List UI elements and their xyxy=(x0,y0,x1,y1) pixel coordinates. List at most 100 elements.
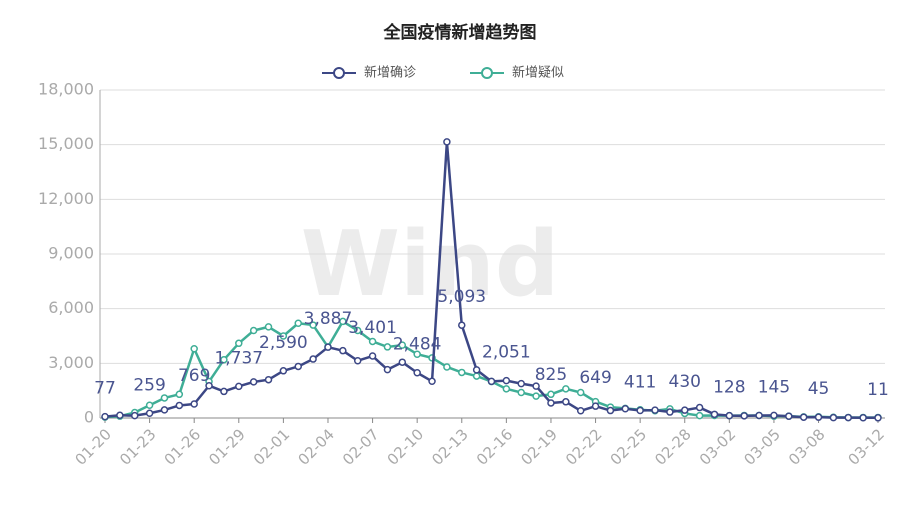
data-point xyxy=(220,355,228,364)
data-point xyxy=(770,411,778,420)
data-point xyxy=(339,317,347,326)
data-point xyxy=(294,362,302,371)
data-point xyxy=(160,394,169,402)
data-point xyxy=(562,398,570,406)
data-label: 2,590 xyxy=(259,333,308,353)
data-point xyxy=(606,406,615,415)
data-point xyxy=(309,355,317,363)
data-point xyxy=(145,401,154,409)
data-label: 145 xyxy=(758,377,790,397)
data-point xyxy=(666,408,674,416)
data-label: 3,401 xyxy=(348,318,397,338)
data-point xyxy=(279,332,288,340)
data-label: 11 xyxy=(867,380,889,400)
data-point xyxy=(562,385,570,393)
data-label: 77 xyxy=(94,379,116,399)
legend-marker xyxy=(333,67,345,79)
data-label: 128 xyxy=(713,378,745,398)
y-tick-label: 12,000 xyxy=(38,189,94,208)
y-tick-label: 15,000 xyxy=(38,134,94,153)
data-label: 2,051 xyxy=(482,343,531,363)
data-point xyxy=(547,399,555,407)
data-point xyxy=(190,345,198,353)
y-tick-label: 3,000 xyxy=(48,353,94,372)
data-point xyxy=(220,387,228,396)
data-point xyxy=(591,402,600,410)
data-point xyxy=(621,404,630,413)
data-point xyxy=(205,381,213,390)
data-point xyxy=(249,326,258,335)
data-label: 3,887 xyxy=(304,309,353,329)
data-point xyxy=(264,323,273,331)
data-point xyxy=(398,358,407,366)
data-point xyxy=(368,352,377,360)
data-point xyxy=(413,368,421,377)
data-point xyxy=(799,413,808,421)
data-point xyxy=(859,413,867,422)
data-label: 5,093 xyxy=(437,287,486,307)
data-point xyxy=(740,412,748,420)
data-point xyxy=(874,414,882,422)
data-label: 259 xyxy=(133,375,165,395)
data-point xyxy=(353,326,362,335)
data-point xyxy=(651,406,659,414)
data-label: 430 xyxy=(669,372,701,392)
data-point xyxy=(443,138,451,146)
data-label: 45 xyxy=(808,379,830,399)
legend-label[interactable]: 新增疑似 xyxy=(512,65,564,81)
data-point xyxy=(472,372,481,380)
data-point xyxy=(532,392,540,400)
data-point xyxy=(279,367,288,375)
data-label: 1,737 xyxy=(214,348,263,368)
data-point xyxy=(695,403,704,412)
data-point xyxy=(309,321,317,329)
data-point xyxy=(472,366,481,374)
data-point xyxy=(814,413,823,421)
data-point xyxy=(413,350,421,358)
data-point xyxy=(458,368,466,377)
data-point xyxy=(517,379,525,388)
data-point xyxy=(235,339,243,348)
data-point xyxy=(383,343,392,351)
data-point xyxy=(294,319,302,327)
data-point xyxy=(576,388,585,397)
data-point xyxy=(175,401,184,410)
data-point xyxy=(398,341,407,349)
data-point xyxy=(443,363,451,371)
legend-label[interactable]: 新增确诊 xyxy=(364,65,416,81)
data-point xyxy=(383,365,392,374)
data-point xyxy=(339,346,347,355)
y-tick-label: 0 xyxy=(84,408,94,427)
data-point xyxy=(130,411,139,420)
data-point xyxy=(160,406,169,414)
data-label: 2,484 xyxy=(393,335,442,355)
data-label: 769 xyxy=(178,366,210,386)
data-point xyxy=(695,411,704,420)
data-point xyxy=(487,377,496,386)
data-point xyxy=(844,413,853,422)
data-point xyxy=(116,411,124,420)
data-point xyxy=(502,385,511,393)
data-point xyxy=(725,411,734,420)
data-point xyxy=(368,337,377,346)
data-point xyxy=(324,343,332,351)
data-point xyxy=(755,411,763,420)
data-point xyxy=(547,390,555,399)
data-point xyxy=(829,413,838,422)
data-point xyxy=(264,375,273,384)
data-point xyxy=(175,390,184,399)
data-point xyxy=(576,407,585,415)
data-point xyxy=(145,409,154,418)
data-point xyxy=(502,376,511,385)
data-label: 649 xyxy=(579,368,611,388)
legend-marker xyxy=(481,67,493,79)
data-point xyxy=(636,406,644,415)
data-point xyxy=(353,356,362,365)
data-point xyxy=(101,412,109,421)
data-point xyxy=(517,388,525,397)
watermark: Wind xyxy=(301,212,560,317)
data-point xyxy=(249,378,258,386)
data-point xyxy=(458,321,466,329)
data-label: 411 xyxy=(624,373,656,393)
